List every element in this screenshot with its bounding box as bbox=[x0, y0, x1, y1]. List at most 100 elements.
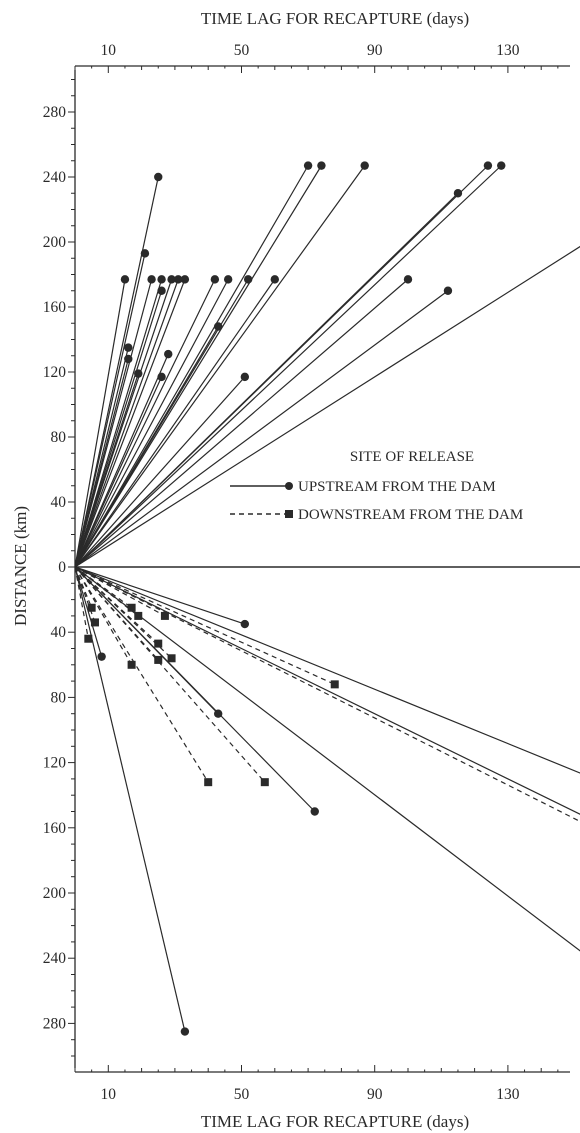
upstream-marker bbox=[157, 275, 166, 284]
y-tick-label-lower: 280 bbox=[43, 1015, 67, 1032]
upstream-marker bbox=[124, 343, 133, 352]
downstream-marker bbox=[330, 680, 339, 689]
downstream-marker bbox=[127, 603, 136, 612]
upstream-ray bbox=[74, 165, 366, 568]
bottom-x-tick-label: 50 bbox=[234, 1086, 250, 1103]
upstream-ray bbox=[74, 373, 139, 568]
legend: SITE OF RELEASE UPSTREAM FROM THE DAM DO… bbox=[230, 449, 523, 523]
upstream-ray bbox=[74, 566, 580, 952]
upstream-marker bbox=[317, 161, 326, 170]
upstream-ray bbox=[74, 176, 159, 568]
y-tick-label-lower: 160 bbox=[43, 820, 67, 837]
top-x-tick-label: 130 bbox=[496, 42, 520, 59]
upstream-marker bbox=[180, 275, 190, 284]
upstream-marker bbox=[303, 161, 313, 170]
downstream-ray bbox=[74, 566, 93, 608]
upstream-ray bbox=[74, 278, 409, 568]
bottom-x-tick-label: 130 bbox=[496, 1086, 520, 1103]
upstream-marker bbox=[154, 172, 163, 182]
upstream-marker bbox=[497, 161, 506, 170]
downstream-marker bbox=[90, 618, 99, 627]
downstream-ray bbox=[74, 566, 89, 639]
upstream-ray bbox=[74, 376, 246, 568]
upstream-ray bbox=[74, 566, 246, 625]
downstream-marker bbox=[134, 611, 143, 620]
upstream-ray bbox=[74, 253, 146, 568]
downstream-marker bbox=[87, 603, 96, 612]
upstream-marker bbox=[97, 652, 106, 661]
upstream-ray bbox=[74, 290, 163, 568]
downstream-ray bbox=[74, 566, 96, 623]
y-tick-label-upper: 160 bbox=[43, 299, 67, 316]
legend-downstream-label: DOWNSTREAM FROM THE DAM bbox=[298, 507, 523, 523]
y-tick-label-upper: 280 bbox=[43, 104, 67, 121]
downstream-marker bbox=[167, 654, 176, 663]
upstream-ray bbox=[74, 279, 229, 568]
upstream-ray bbox=[74, 358, 129, 568]
upstream-marker bbox=[443, 286, 453, 295]
top-axis-title: TIME LAG FOR RECAPTURE (days) bbox=[201, 9, 469, 28]
top-x-tick-label: 10 bbox=[101, 42, 117, 59]
y-tick-label-upper: 120 bbox=[43, 364, 67, 381]
y-tick-label-lower: 80 bbox=[51, 689, 67, 706]
top-x-tick-label: 50 bbox=[234, 42, 250, 59]
upstream-marker bbox=[453, 189, 463, 198]
bottom-x-tick-label: 10 bbox=[101, 1086, 117, 1103]
upstream-marker bbox=[310, 807, 319, 816]
upstream-marker bbox=[210, 275, 220, 284]
upstream-marker bbox=[270, 275, 279, 284]
legend-title: SITE OF RELEASE bbox=[350, 449, 474, 465]
y-tick-label-upper: 80 bbox=[51, 429, 67, 446]
y-tick-label-upper: 40 bbox=[51, 494, 67, 511]
y-axis-title: DISTANCE (km) bbox=[11, 506, 30, 626]
upstream-marker bbox=[360, 161, 369, 170]
upstream-marker bbox=[174, 275, 183, 284]
series-markers bbox=[84, 161, 506, 1036]
upstream-marker bbox=[124, 354, 133, 364]
upstream-marker bbox=[243, 275, 253, 284]
upstream-marker bbox=[403, 275, 413, 284]
upstream-ray bbox=[74, 165, 309, 568]
upstream-marker bbox=[180, 1027, 190, 1036]
upstream-marker bbox=[483, 161, 493, 170]
upstream-ray bbox=[74, 290, 449, 568]
y-tick-label-upper: 0 bbox=[58, 559, 66, 576]
downstream-marker bbox=[154, 655, 163, 664]
downstream-marker bbox=[260, 778, 269, 787]
upstream-ray bbox=[74, 279, 276, 568]
upstream-marker bbox=[240, 372, 250, 382]
upstream-ray bbox=[74, 165, 322, 568]
upstream-marker bbox=[213, 709, 223, 718]
upstream-marker bbox=[147, 275, 156, 284]
downstream-marker bbox=[204, 778, 213, 787]
downstream-ray bbox=[74, 566, 166, 617]
upstream-ray bbox=[74, 566, 580, 815]
y-tick-label-upper: 200 bbox=[43, 234, 67, 251]
upstream-marker bbox=[120, 275, 130, 284]
downstream-marker bbox=[154, 639, 163, 648]
axes: 1010505090901301301701702102102502502902… bbox=[43, 42, 570, 1103]
legend-upstream-label: UPSTREAM FROM THE DAM bbox=[298, 479, 496, 495]
downstream-marker bbox=[84, 634, 93, 643]
bottom-x-tick-label: 90 bbox=[367, 1086, 383, 1103]
upstream-ray bbox=[74, 566, 580, 774]
upstream-ray bbox=[74, 245, 580, 568]
downstream-ray bbox=[74, 566, 335, 685]
upstream-ray bbox=[74, 192, 459, 568]
upstream-ray bbox=[74, 165, 502, 568]
upstream-ray bbox=[74, 566, 186, 1032]
y-tick-label-lower: 120 bbox=[43, 755, 67, 772]
top-x-tick-label: 90 bbox=[367, 42, 383, 59]
upstream-ray bbox=[74, 279, 179, 568]
upstream-marker bbox=[240, 619, 250, 629]
y-tick-label-lower: 200 bbox=[43, 885, 67, 902]
upstream-marker bbox=[140, 249, 150, 258]
upstream-ray bbox=[74, 326, 219, 568]
upstream-ray bbox=[74, 376, 163, 568]
legend-upstream-marker bbox=[285, 482, 293, 490]
upstream-ray bbox=[74, 279, 186, 568]
y-tick-label-lower: 40 bbox=[51, 624, 67, 641]
upstream-marker bbox=[134, 369, 143, 378]
upstream-marker bbox=[164, 349, 173, 359]
